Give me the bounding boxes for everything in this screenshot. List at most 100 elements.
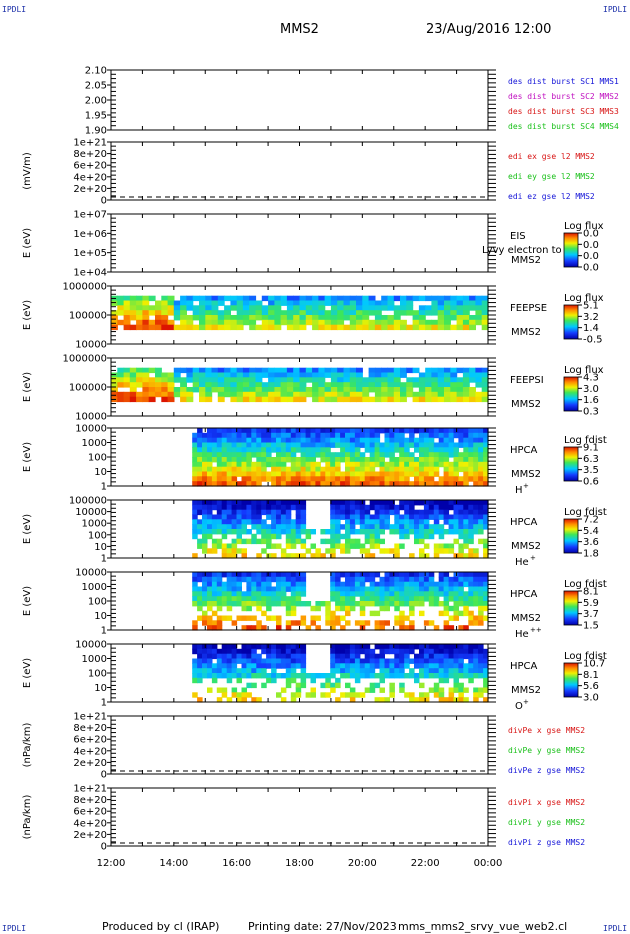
hpca-h-heat-cell — [236, 437, 242, 444]
hpca-o-heat-cell — [473, 687, 479, 693]
hpca-he2-heat-cell — [354, 620, 361, 626]
feepse-heat-cell — [242, 305, 250, 311]
hpca-he-heat-cell — [389, 548, 395, 554]
hpca-o-heat-cell — [369, 682, 376, 689]
hpca-he-heat-cell — [261, 538, 267, 545]
feepsi-heat-cell — [274, 367, 282, 374]
hpca-he-heat-cell — [389, 504, 395, 511]
hpca-he-heat-cell — [473, 500, 479, 506]
feepse-heat-cell — [356, 310, 363, 316]
feepsi-heat-cell — [249, 377, 257, 383]
hpca-o-heat-cell — [394, 653, 400, 660]
hpca-h-heat-cell — [463, 481, 469, 487]
hpca-o-heat-cell — [443, 697, 450, 703]
feepse-heat-cell — [155, 305, 162, 311]
hpca-h-heat-cell — [221, 452, 228, 458]
hpca-h-heat-cell — [448, 476, 455, 482]
hpca-he-colorbar-tick-label: 7.2 — [583, 515, 599, 526]
feepse-heat-cell — [400, 310, 407, 316]
hpca-he2-heat-cell — [369, 581, 376, 588]
hpca-he-heat-cell — [433, 548, 440, 554]
feepse-heat-cell — [199, 305, 206, 311]
hpca-he2-heat-cell — [478, 596, 484, 602]
hpca-he-heat-cell — [340, 543, 346, 549]
hpca-he2-heat-cell — [335, 572, 341, 578]
feepsi-heat-cell — [299, 372, 307, 378]
hpca-he-heat-cell — [290, 500, 297, 506]
hpca-he-heat-cell — [202, 543, 208, 549]
hpca-h-heat-cell — [399, 442, 405, 448]
divpe-legend-entry: divPe x gse MMS2 — [508, 726, 585, 735]
hpca-h-heat-cell — [315, 432, 321, 439]
hpca-o-heat-cell — [276, 644, 282, 650]
hpca-h-heat-cell — [280, 476, 287, 482]
hpca-he2-heat-cell — [266, 572, 272, 578]
feepsi-heat-cell — [374, 382, 382, 388]
hpca-he-heat-cell — [394, 519, 400, 525]
hpca-h-heat-cell — [423, 428, 430, 434]
datetime-title: 23/Aug/2016 12:00 — [426, 22, 552, 37]
hpca-he2-heat-cell — [211, 591, 218, 597]
feepse-heat-cell — [268, 295, 275, 302]
hpca-o-heat-cell — [458, 673, 464, 679]
hpca-he2-heat-cell — [216, 625, 223, 631]
feepse-heat-cell — [387, 300, 395, 306]
feepse-heat-cell — [450, 305, 458, 311]
hpca-o-heat-cell — [419, 673, 425, 679]
hpca-h-heat-cell — [241, 442, 247, 448]
feepsi-heat-cell — [324, 391, 332, 398]
hpca-o-ytick-label: 100 — [88, 669, 107, 680]
feepse-heat-cell — [362, 315, 370, 321]
feepsi-heat-cell — [255, 391, 263, 398]
hpca-he2-heat-cell — [458, 610, 464, 617]
feepse-heat-cell — [129, 324, 137, 331]
hpca-he-heat-cell — [261, 524, 267, 530]
hpca-h-heat-cell — [369, 457, 376, 463]
hpca-he-heat-cell — [349, 529, 356, 535]
hpca-he2-heat-cell — [369, 601, 376, 607]
hpca-o-heat-cell — [345, 682, 351, 689]
hpca-h-heat-cell — [374, 471, 381, 477]
feepsi-heat-cell — [299, 387, 307, 393]
hpca-he-heat-cell — [478, 500, 484, 506]
hpca-he2-heat-cell — [458, 572, 464, 578]
hpca-h-heat-cell — [221, 447, 228, 453]
hpca-he-heat-cell — [221, 504, 228, 511]
hpca-o-heat-cell — [349, 653, 356, 660]
hpca-he-heat-cell — [335, 514, 341, 520]
hpca-he-heat-cell — [261, 533, 267, 540]
feepsi-heat-cell — [318, 382, 326, 388]
hpca-h-heat-cell — [349, 471, 356, 477]
feepse-heat-cell — [123, 310, 131, 316]
feepsi-heat-cell — [475, 377, 483, 383]
hpca-he2-heat-cell — [448, 581, 455, 588]
hpca-h-heat-cell — [236, 471, 242, 477]
hpca-he2-heat-cell — [394, 615, 400, 621]
hpca-h-heat-cell — [443, 447, 450, 453]
feepse-heat-cell — [161, 315, 169, 321]
hpca-he-heat-cell — [340, 524, 346, 530]
feepsi-heat-cell — [274, 396, 282, 403]
hpca-o-heat-cell — [453, 668, 459, 674]
hpca-h-heat-cell — [384, 432, 390, 439]
hpca-h-heat-cell — [290, 447, 297, 453]
hpca-he2-heat-cell — [216, 620, 223, 626]
feepse-heat-cell — [406, 310, 414, 316]
hpca-o-heat-cell — [483, 668, 489, 674]
hpca-he2-heat-cell — [261, 601, 267, 607]
hpca-h-heat-cell — [340, 481, 346, 487]
feepse-heat-cell — [425, 295, 433, 302]
hpca-he-heat-cell — [438, 533, 445, 540]
hpca-h-heat-cell — [394, 457, 400, 463]
feepse-heat-cell — [462, 310, 470, 316]
feepse-heat-cell — [437, 295, 445, 302]
hpca-he2-heat-cell — [285, 581, 292, 588]
hpca-he-heat-cell — [478, 524, 484, 530]
hpca-h-heat-cell — [226, 476, 233, 482]
hpca-he-heat-cell — [423, 553, 430, 559]
hpca-h-heat-cell — [463, 442, 469, 448]
hpca-he2-heat-cell — [221, 591, 228, 597]
hpca-h-heat-cell — [271, 457, 277, 463]
hpca-he-heat-cell — [320, 553, 326, 559]
hpca-he2-heat-cell — [192, 581, 198, 588]
